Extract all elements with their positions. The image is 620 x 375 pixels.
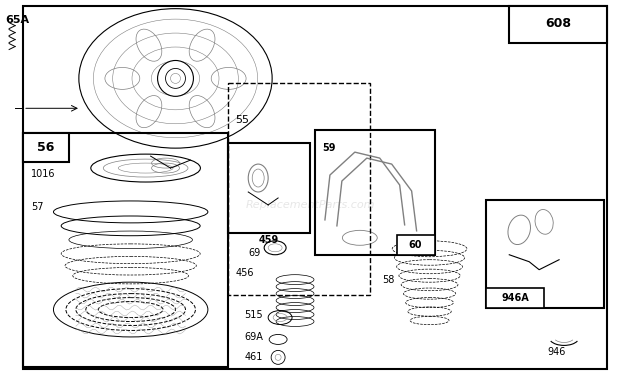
- Bar: [228, 143, 310, 233]
- Text: 55: 55: [235, 115, 249, 125]
- Text: 608: 608: [545, 17, 571, 30]
- Bar: [486, 288, 544, 308]
- Bar: [397, 235, 435, 255]
- Text: 461: 461: [244, 352, 263, 362]
- Bar: [23, 133, 69, 162]
- Text: 59: 59: [322, 143, 335, 153]
- Bar: [486, 200, 604, 308]
- Bar: [315, 130, 435, 255]
- Text: 57: 57: [31, 202, 43, 212]
- Bar: [509, 6, 607, 42]
- Text: 946: 946: [547, 347, 565, 357]
- Text: 1016: 1016: [31, 169, 56, 179]
- Text: 65A: 65A: [5, 15, 29, 25]
- Text: 69: 69: [248, 248, 260, 258]
- Bar: [228, 83, 370, 295]
- Text: 58: 58: [382, 274, 394, 285]
- Text: 946A: 946A: [502, 292, 529, 303]
- Text: 456: 456: [235, 268, 254, 278]
- Circle shape: [157, 60, 193, 96]
- Text: 60: 60: [409, 240, 422, 250]
- Text: 56: 56: [37, 141, 55, 154]
- Text: 515: 515: [244, 309, 263, 320]
- Text: 69A: 69A: [244, 333, 263, 342]
- Text: ReplacementParts.com: ReplacementParts.com: [246, 200, 374, 210]
- Text: 459: 459: [259, 235, 279, 245]
- Bar: [23, 133, 228, 368]
